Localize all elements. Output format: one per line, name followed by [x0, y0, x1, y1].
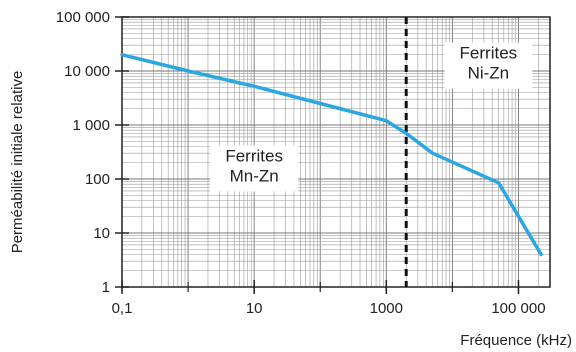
y-tick-label: 100	[85, 171, 110, 188]
x-tick-label: 0,1	[112, 300, 133, 317]
y-tick-labels: 1 10 100 1 000 10 000 100 000	[56, 9, 110, 296]
axis-ticks	[115, 16, 520, 294]
annotation-line: Ferrites	[460, 44, 518, 63]
annotation-bg	[210, 145, 299, 192]
plot-frame	[121, 16, 551, 288]
annotation-line: Ferrites	[225, 146, 283, 165]
annotation-line: Mn-Zn	[230, 166, 279, 185]
x-tick-labels: 0,1 10 1000 100 000	[112, 300, 546, 317]
annotation-bg	[444, 42, 533, 89]
permeability-curve	[120, 52, 543, 257]
x-tick-label: 1000	[370, 300, 403, 317]
y-tick-label: 10	[93, 225, 110, 242]
y-tick-label: 10 000	[64, 63, 110, 80]
x-tick-label: 10	[246, 300, 263, 317]
annotation-line: Ni-Zn	[468, 64, 510, 83]
y-axis-title: Perméabilité initiale relative	[9, 71, 26, 254]
x-axis-title: Fréquence (kHz)	[460, 332, 572, 349]
y-tick-label: 1 000	[72, 117, 110, 134]
x-tick-label: 100 000	[491, 300, 545, 317]
y-tick-label: 100 000	[56, 9, 110, 26]
y-tick-label: 1	[102, 279, 110, 296]
